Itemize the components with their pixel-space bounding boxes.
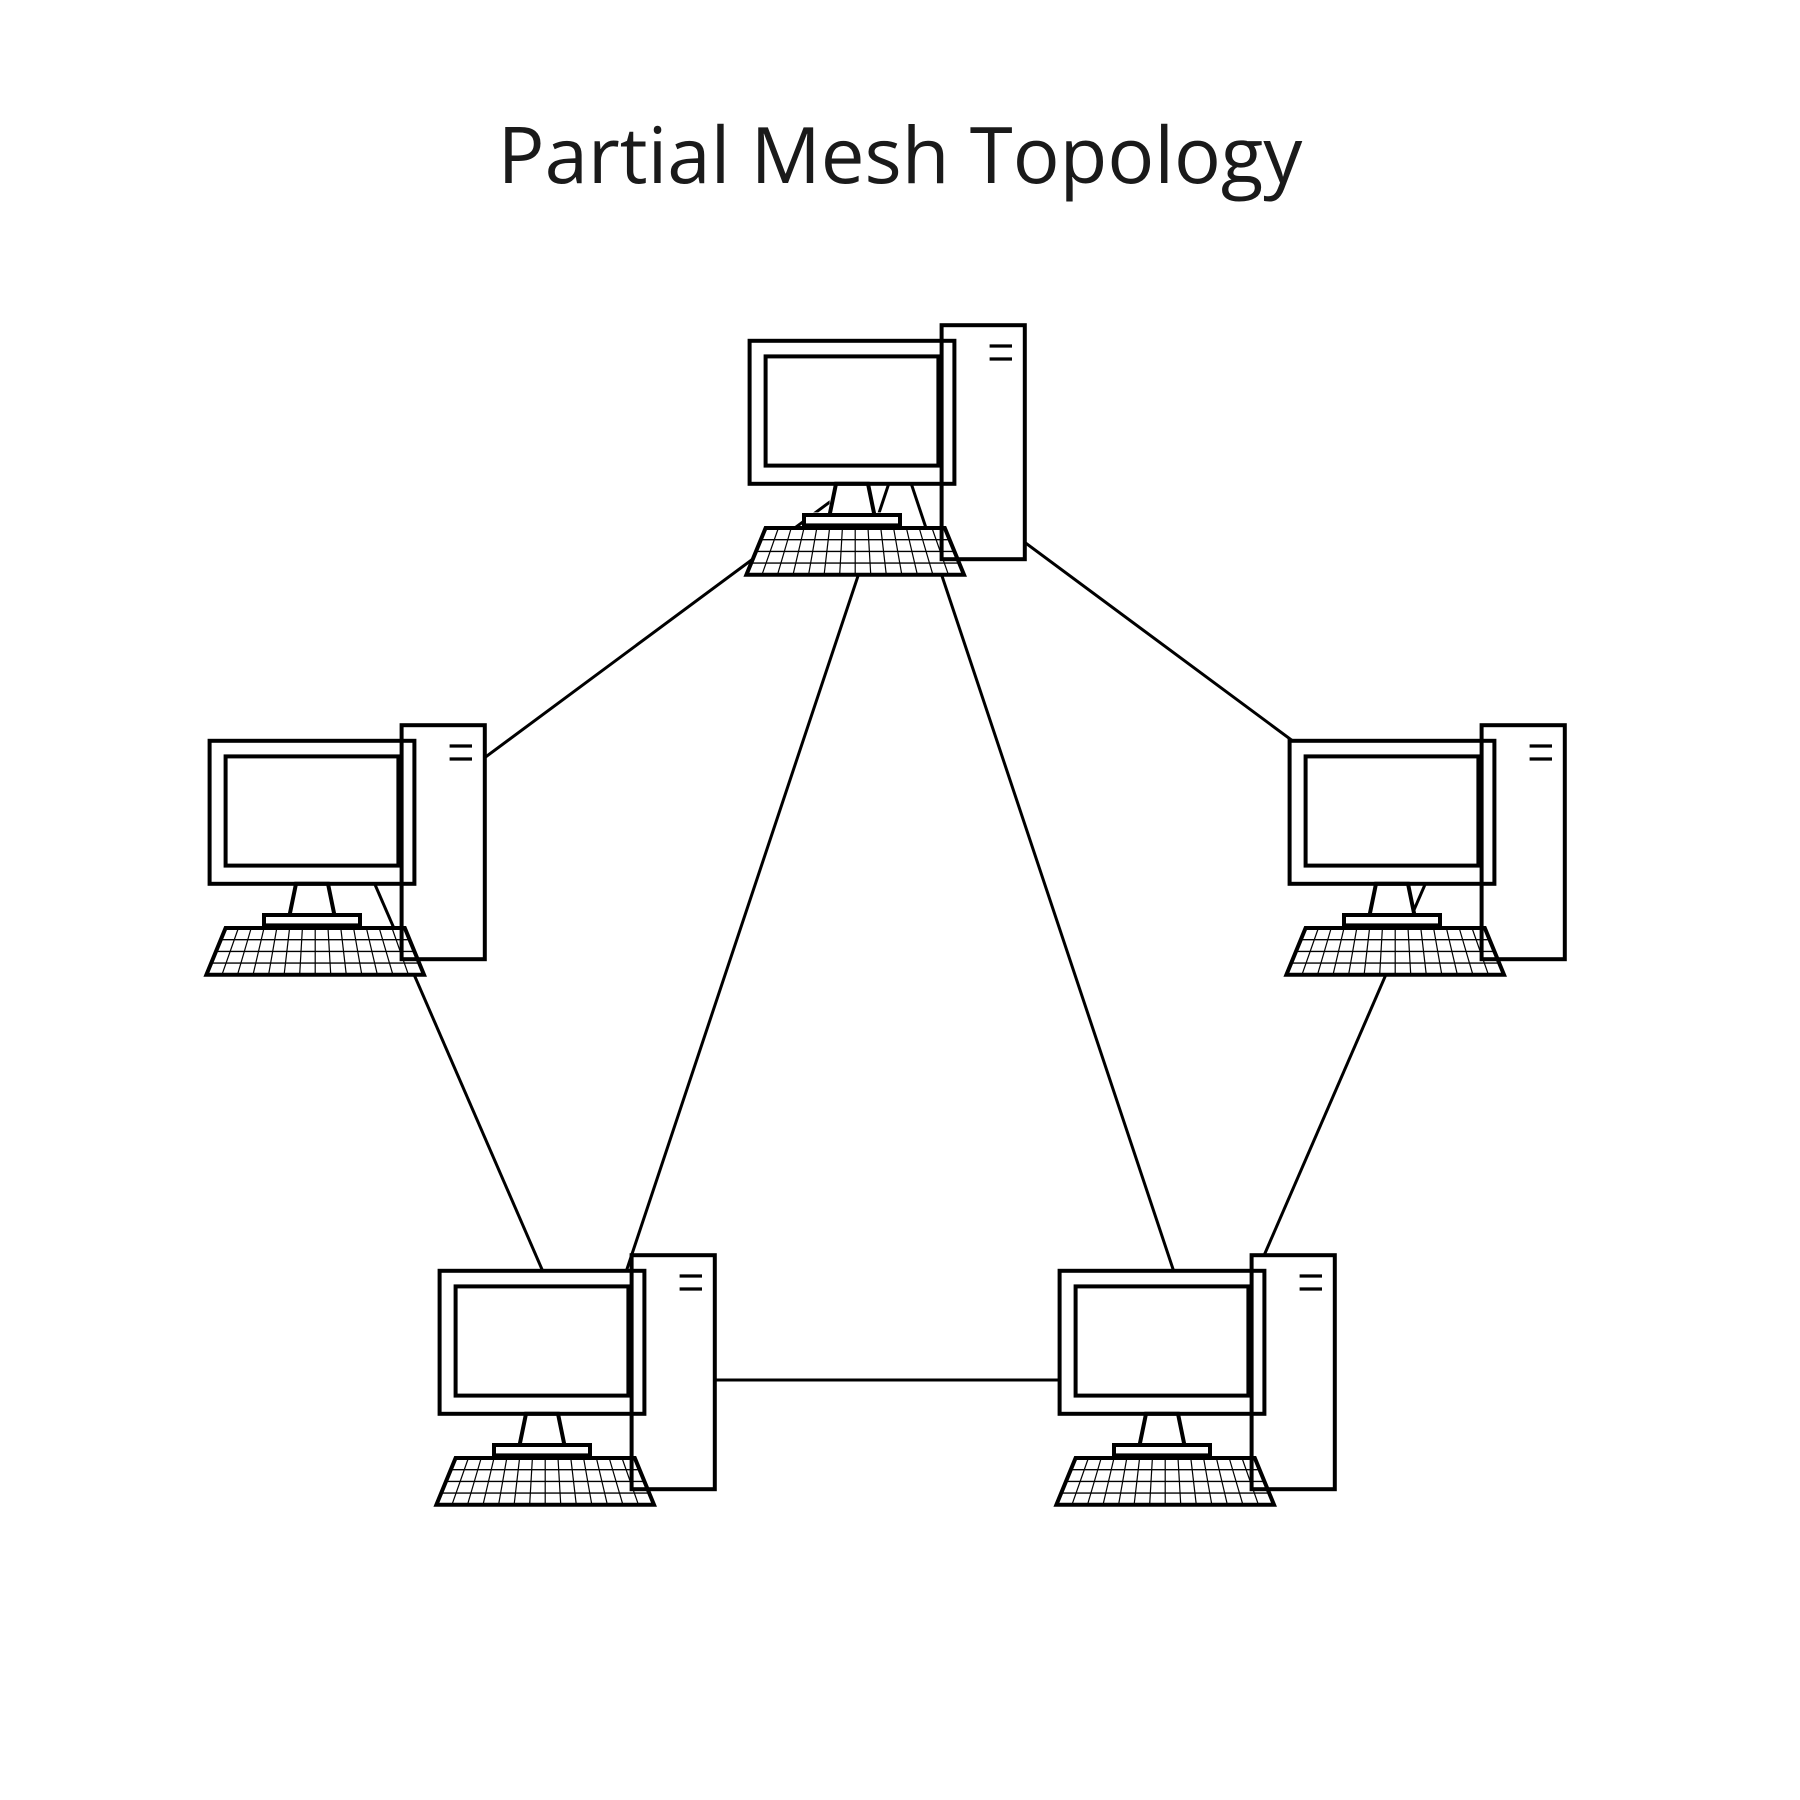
edge-top-bottomRight bbox=[900, 450, 1210, 1380]
edge-top-bottomLeft bbox=[590, 450, 900, 1380]
node-bottomRight bbox=[1056, 1255, 1334, 1505]
node-left bbox=[206, 725, 484, 975]
node-right bbox=[1286, 725, 1564, 975]
node-bottomLeft bbox=[436, 1255, 714, 1505]
nodes-layer bbox=[206, 325, 1564, 1505]
node-top bbox=[746, 325, 1024, 575]
diagram-canvas bbox=[0, 0, 1800, 1800]
edges-layer bbox=[360, 450, 1440, 1380]
